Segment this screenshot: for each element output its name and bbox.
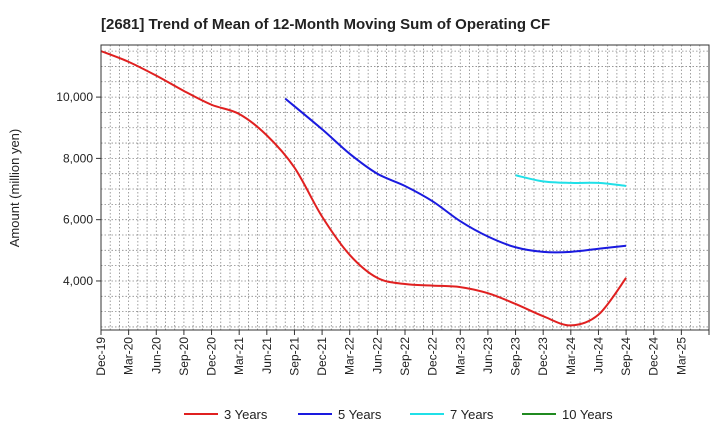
x-tick-label: Mar-25	[674, 337, 688, 375]
y-tick-label: 4,000	[63, 274, 93, 288]
series-line-3-years	[100, 50, 627, 327]
x-tick-label: Dec-19	[94, 337, 108, 376]
x-tick-label: Jun-20	[149, 337, 163, 374]
legend-label: 10 Years	[562, 407, 613, 422]
x-tick-label: Mar-24	[564, 337, 578, 375]
x-tick-label: Dec-20	[205, 337, 219, 376]
x-tick-label: Dec-22	[426, 337, 440, 376]
x-tick-labels: Dec-19 Mar-20 Jun-20 Sep-20 Dec-20 Mar-21 Jun-…	[94, 330, 710, 376]
x-tick-label: Dec-21	[315, 337, 329, 376]
y-tick-label: 6,000	[63, 213, 93, 227]
legend-label: 3 Years	[224, 407, 268, 422]
x-tick-label: Jun-23	[481, 337, 495, 374]
legend-label: 7 Years	[450, 407, 494, 422]
series-line-5-years	[284, 97, 627, 254]
series-layer	[100, 50, 627, 327]
x-tick-label: Sep-24	[619, 337, 633, 376]
legend: 3 Years 5 Years 7 Years 10 Years	[184, 407, 613, 422]
series-line-7-years	[515, 174, 627, 187]
x-tick-label: Mar-21	[232, 337, 246, 375]
x-tick-label: Sep-22	[398, 337, 412, 376]
grid-layer	[101, 45, 709, 330]
y-tick-label: 10,000	[56, 90, 93, 104]
y-tick-labels: 4,000 6,000 8,000 10,000	[56, 90, 101, 288]
x-tick-label: Sep-21	[287, 337, 301, 376]
y-tick-label: 8,000	[63, 151, 93, 165]
y-axis-label: Amount (million yen)	[7, 129, 22, 248]
x-tick-label: Mar-20	[122, 337, 136, 375]
x-tick-label: Jun-21	[260, 337, 274, 374]
x-tick-label: Jun-24	[591, 337, 605, 374]
x-tick-label: Jun-22	[370, 337, 384, 374]
x-tick-label: Dec-23	[536, 337, 550, 376]
x-tick-label: Sep-20	[177, 337, 191, 376]
x-tick-label: Dec-24	[647, 337, 661, 376]
x-tick-label: Sep-23	[509, 337, 523, 376]
chart-title: [2681] Trend of Mean of 12-Month Moving …	[101, 16, 550, 33]
legend-label: 5 Years	[338, 407, 382, 422]
x-tick-label: Mar-23	[453, 337, 467, 375]
x-tick-label: Mar-22	[343, 337, 357, 375]
